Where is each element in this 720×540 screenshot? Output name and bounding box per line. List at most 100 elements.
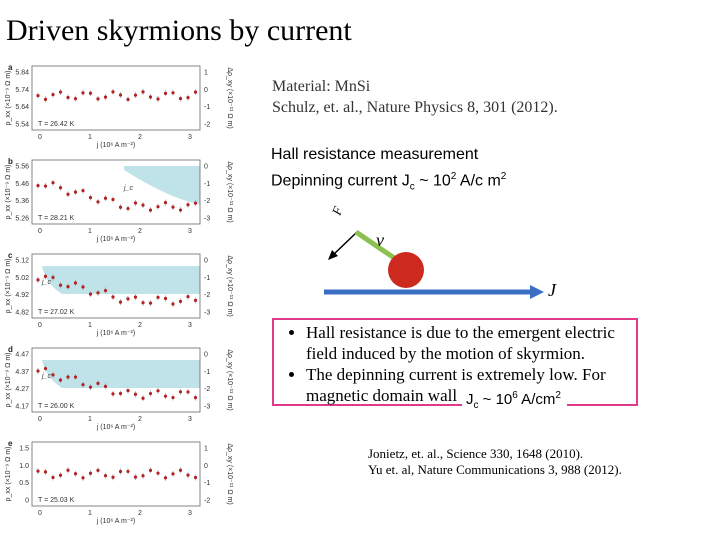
x-tick-label: 1 xyxy=(88,510,92,517)
data-point xyxy=(118,93,123,97)
x-axis-label: j (10⁶ A m⁻²) xyxy=(96,424,135,431)
temperature-label: T = 26.00 K xyxy=(38,403,75,410)
x-tick-label: 0 xyxy=(38,416,42,423)
data-point xyxy=(156,205,160,209)
data-point xyxy=(126,206,130,211)
data-point xyxy=(81,189,85,193)
y-tick-label: 4.47 xyxy=(15,352,29,359)
data-point xyxy=(36,369,40,373)
y-tick-label: 4.92 xyxy=(15,292,29,299)
data-point xyxy=(51,181,55,185)
data-point xyxy=(163,394,168,398)
data-point xyxy=(156,471,160,475)
data-point xyxy=(118,300,123,304)
r-tick-label: -1 xyxy=(204,369,210,376)
shaded-hall-region xyxy=(42,360,200,388)
data-point xyxy=(118,469,123,474)
conclusion-box: Hall resistance is due to the emergent e… xyxy=(272,318,638,406)
y-tick-label: 4.17 xyxy=(15,404,29,411)
data-point xyxy=(66,285,70,289)
data-point xyxy=(133,201,138,205)
figure-panel-d: d4.47 4.37 4.27 4.17 0 -1 -2 -3 0 1 2 3 j (10⁶ A m⁻²… xyxy=(5,345,233,431)
y-tick-label: 5.54 xyxy=(15,122,29,129)
data-point xyxy=(58,378,63,382)
jc-marker: j_c xyxy=(41,279,51,286)
r-tick-label: 0 xyxy=(204,164,208,171)
data-point xyxy=(103,474,108,478)
r-tick-label: 0 xyxy=(204,87,208,94)
data-point xyxy=(163,296,168,301)
y-tick-label: 1.5 xyxy=(19,446,29,453)
dw-jc-mid: ~ 10 xyxy=(478,391,513,408)
dw-jc-unit-exp: 2 xyxy=(555,390,561,401)
data-point xyxy=(126,297,130,301)
data-point xyxy=(51,93,55,97)
data-point xyxy=(51,373,55,377)
y-tick-label: 4.37 xyxy=(15,369,29,376)
data-point xyxy=(141,301,145,305)
data-point xyxy=(193,90,198,94)
data-point xyxy=(36,278,40,282)
r-tick-label: -1 xyxy=(204,181,210,188)
data-point xyxy=(141,90,145,94)
figure-panel-e: e 1.5 1.0 0.5 0 1 0 -1 -2 0 1 2 3 j (10⁶ A m⁻²) ρ_xx (… xyxy=(5,439,233,525)
r-tick-label: 1 xyxy=(204,446,208,453)
data-point xyxy=(148,301,153,305)
r-tick-label: -3 xyxy=(204,216,210,223)
temperature-label: T = 25.03 K xyxy=(38,497,75,504)
r-tick-label: 0 xyxy=(204,258,208,265)
data-point xyxy=(111,90,115,94)
x-tick-label: 1 xyxy=(88,416,92,423)
data-point xyxy=(163,476,168,480)
data-point xyxy=(36,184,40,188)
x-tick-label: 3 xyxy=(188,322,192,329)
y-tick-label: 4.27 xyxy=(15,386,29,393)
domain-wall-jc: Jc ~ 106 A/cm2 xyxy=(462,390,567,411)
data-point xyxy=(133,295,138,299)
y-tick-label: 5.74 xyxy=(15,87,29,94)
r-tick-label: -1 xyxy=(204,275,210,282)
data-point xyxy=(81,476,85,480)
plot-frame xyxy=(31,253,201,319)
data-point xyxy=(178,299,183,303)
data-point xyxy=(111,197,115,202)
data-point xyxy=(51,275,55,280)
data-point xyxy=(58,186,63,190)
data-point xyxy=(73,375,78,379)
data-point xyxy=(163,200,168,205)
data-point xyxy=(148,208,153,212)
r-tick-label: -2 xyxy=(204,198,210,205)
r-axis-label: Δρ_xy (×10⁻¹¹ Ω m) xyxy=(226,67,233,128)
r-axis-label: Δρ_xy (×10⁻¹¹ Ω m) xyxy=(226,161,233,222)
plot-frame xyxy=(31,159,201,225)
x-tick-label: 2 xyxy=(138,134,142,141)
x-tick-label: 0 xyxy=(38,322,42,329)
jc-mid: ~ 10 xyxy=(414,172,451,190)
jc-unit-exp: 2 xyxy=(500,171,507,182)
x-tick-label: 3 xyxy=(188,134,192,141)
data-point xyxy=(73,190,78,194)
skyrmion-motion-diagram: F v J xyxy=(324,203,557,300)
x-tick-label: 1 xyxy=(88,134,92,141)
data-point xyxy=(171,91,175,95)
plot-frame xyxy=(31,441,201,507)
data-point xyxy=(193,475,198,480)
data-point xyxy=(186,96,190,100)
y-tick-label: 4.82 xyxy=(15,310,29,317)
data-point xyxy=(163,91,168,95)
x-axis-label: j (10⁶ A m⁻²) xyxy=(96,518,135,525)
slide-title: Driven skyrmions by current xyxy=(6,14,352,47)
data-point xyxy=(66,468,70,472)
x-tick-label: 3 xyxy=(188,510,192,517)
data-point xyxy=(73,281,78,285)
r-tick-label: -3 xyxy=(204,404,210,411)
hall-measurement-text: Hall resistance measurement Depinning cu… xyxy=(271,144,506,199)
y-tick-label: 0.5 xyxy=(19,480,29,487)
data-point xyxy=(186,294,190,299)
data-point xyxy=(96,468,100,472)
data-point xyxy=(36,469,40,473)
x-tick-label: 0 xyxy=(38,510,42,517)
data-point xyxy=(73,472,78,476)
data-point xyxy=(43,366,48,371)
x-tick-label: 3 xyxy=(188,228,192,235)
